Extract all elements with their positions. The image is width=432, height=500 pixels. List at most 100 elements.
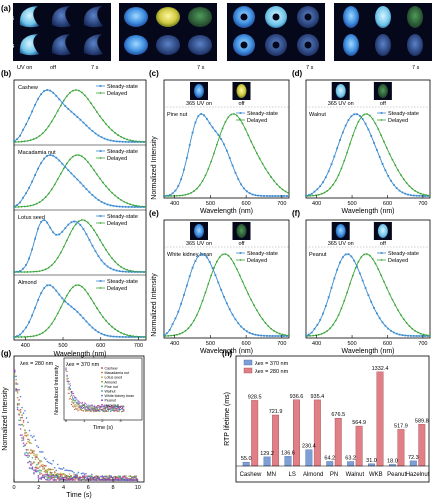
panel-d-steady-point bbox=[356, 113, 358, 116]
panel-f-photo-uv bbox=[335, 224, 346, 238]
photo-sample-1-0-0 bbox=[124, 7, 148, 27]
b-2-steady-point bbox=[121, 270, 124, 273]
g-decay-point bbox=[119, 479, 121, 481]
g-inset-point bbox=[93, 406, 95, 408]
g-inset-point bbox=[70, 392, 73, 394]
g-decay-point bbox=[67, 475, 69, 477]
panel-f-steady-point bbox=[367, 294, 370, 297]
b-0-delayed-point bbox=[14, 141, 17, 143]
g-decay-point bbox=[31, 450, 34, 453]
g-inset-point bbox=[99, 407, 101, 409]
panel-d-steady-point bbox=[390, 179, 392, 182]
b-0-delayed-point bbox=[53, 115, 56, 118]
g-decay-point bbox=[21, 434, 23, 436]
g-decay-point bbox=[116, 477, 118, 479]
g-inset-point bbox=[67, 389, 69, 391]
panel-f-steady-point bbox=[336, 268, 339, 271]
panel-c-delayed-point bbox=[213, 152, 215, 155]
g-inset-point bbox=[87, 408, 89, 410]
g-inset-point bbox=[90, 406, 92, 408]
g-decay-point bbox=[64, 469, 66, 472]
panel-e-delayed-point bbox=[201, 299, 204, 302]
b-0-steady-point bbox=[112, 140, 115, 142]
g-decay-point bbox=[45, 469, 47, 472]
g-inset-point bbox=[75, 398, 77, 400]
g-decay-point bbox=[95, 477, 98, 480]
photo-row-label-365: 365 bbox=[6, 16, 15, 22]
panel-e-photo-uv bbox=[194, 224, 204, 238]
panel-e-delayed-point bbox=[247, 293, 250, 295]
panel-e-steady-point bbox=[200, 253, 203, 256]
g-decay-point bbox=[108, 479, 111, 481]
panel-f-delayed-point bbox=[334, 319, 337, 322]
g-decay-point bbox=[86, 475, 89, 477]
b-3-steady-point bbox=[88, 323, 91, 326]
panel-c-steady-point bbox=[194, 121, 197, 124]
g-inset-point bbox=[66, 374, 68, 376]
panel-c-steady-point bbox=[205, 117, 208, 120]
g-inset-point bbox=[71, 393, 74, 395]
g-inset-point bbox=[97, 406, 99, 409]
h-value-280: 721.9 bbox=[269, 409, 283, 415]
b-0-steady-point bbox=[109, 139, 112, 142]
b-1-steady-point bbox=[40, 162, 43, 164]
h-value-280: 589.8 bbox=[415, 418, 429, 424]
panel-c-delayed-point bbox=[261, 162, 264, 165]
panel-d-delayed-point bbox=[363, 113, 366, 116]
b-1-delayed-point bbox=[56, 178, 59, 181]
g-decay-point bbox=[36, 466, 38, 469]
g-inset-point bbox=[106, 409, 109, 411]
g-inset-point bbox=[69, 385, 71, 387]
g-inset-point bbox=[121, 405, 123, 408]
g-decay-point bbox=[16, 392, 19, 394]
panel-c-steady-point bbox=[257, 194, 260, 197]
panel-f-steady-point bbox=[415, 335, 418, 337]
b-3-steady-point bbox=[43, 287, 46, 289]
panel-f-delayed-point bbox=[368, 254, 371, 257]
g-decay-point bbox=[129, 478, 132, 481]
g-decay-point bbox=[89, 477, 92, 480]
panel-d-delayed-point bbox=[354, 127, 357, 129]
b-0-delayed-point bbox=[141, 140, 144, 143]
b-3-steady-point bbox=[100, 332, 103, 335]
g-inset-point bbox=[80, 407, 82, 409]
panel-c-delayed-point bbox=[230, 113, 233, 116]
panel-e-delayed-point bbox=[190, 324, 193, 326]
panel-e-delayed-point bbox=[250, 298, 253, 301]
panel-f-delayed-point bbox=[360, 256, 363, 258]
g-inset-point bbox=[113, 407, 115, 409]
g-inset-point bbox=[73, 401, 75, 403]
b-3-steady-point bbox=[16, 335, 18, 338]
panel-d-delayed-point bbox=[422, 193, 425, 196]
g-decay-point bbox=[91, 475, 93, 477]
b-1-delayed-point bbox=[99, 177, 101, 180]
g-decay-point bbox=[71, 479, 74, 481]
caption-off: off bbox=[50, 65, 56, 71]
b-3-steady-point bbox=[106, 334, 109, 337]
g-decay-point bbox=[99, 479, 102, 481]
panel-d-steady-point bbox=[305, 194, 307, 197]
panel-e-delayed-line bbox=[163, 253, 289, 337]
b-2-steady-point bbox=[40, 220, 43, 223]
g-inset-point bbox=[69, 395, 71, 397]
panel-e-delayed-point bbox=[218, 256, 221, 258]
b-3-steady-point bbox=[46, 284, 49, 287]
panel-c-steady-point bbox=[248, 192, 251, 195]
g-inset-point bbox=[113, 406, 115, 408]
g-decay-point bbox=[47, 479, 50, 481]
panel-c-legend-steady: Steady-state bbox=[247, 111, 278, 117]
g-inset-point bbox=[90, 408, 92, 410]
panel-d-steady-point bbox=[412, 194, 415, 197]
g-inset-point bbox=[65, 368, 67, 370]
panel-c-steady-point bbox=[180, 178, 183, 181]
g-inset-point bbox=[77, 404, 79, 406]
g-decay-point bbox=[122, 477, 124, 480]
g-inset-point bbox=[90, 411, 92, 413]
panel-d-steady-point bbox=[378, 156, 381, 158]
b-0-delayed-point bbox=[126, 138, 129, 141]
b-1-delayed-point bbox=[138, 205, 141, 208]
g-decay-point bbox=[33, 461, 35, 464]
b-0-steady-point bbox=[13, 140, 15, 142]
b-2-steady-point bbox=[58, 233, 61, 236]
b-1-steady-point bbox=[109, 204, 112, 207]
